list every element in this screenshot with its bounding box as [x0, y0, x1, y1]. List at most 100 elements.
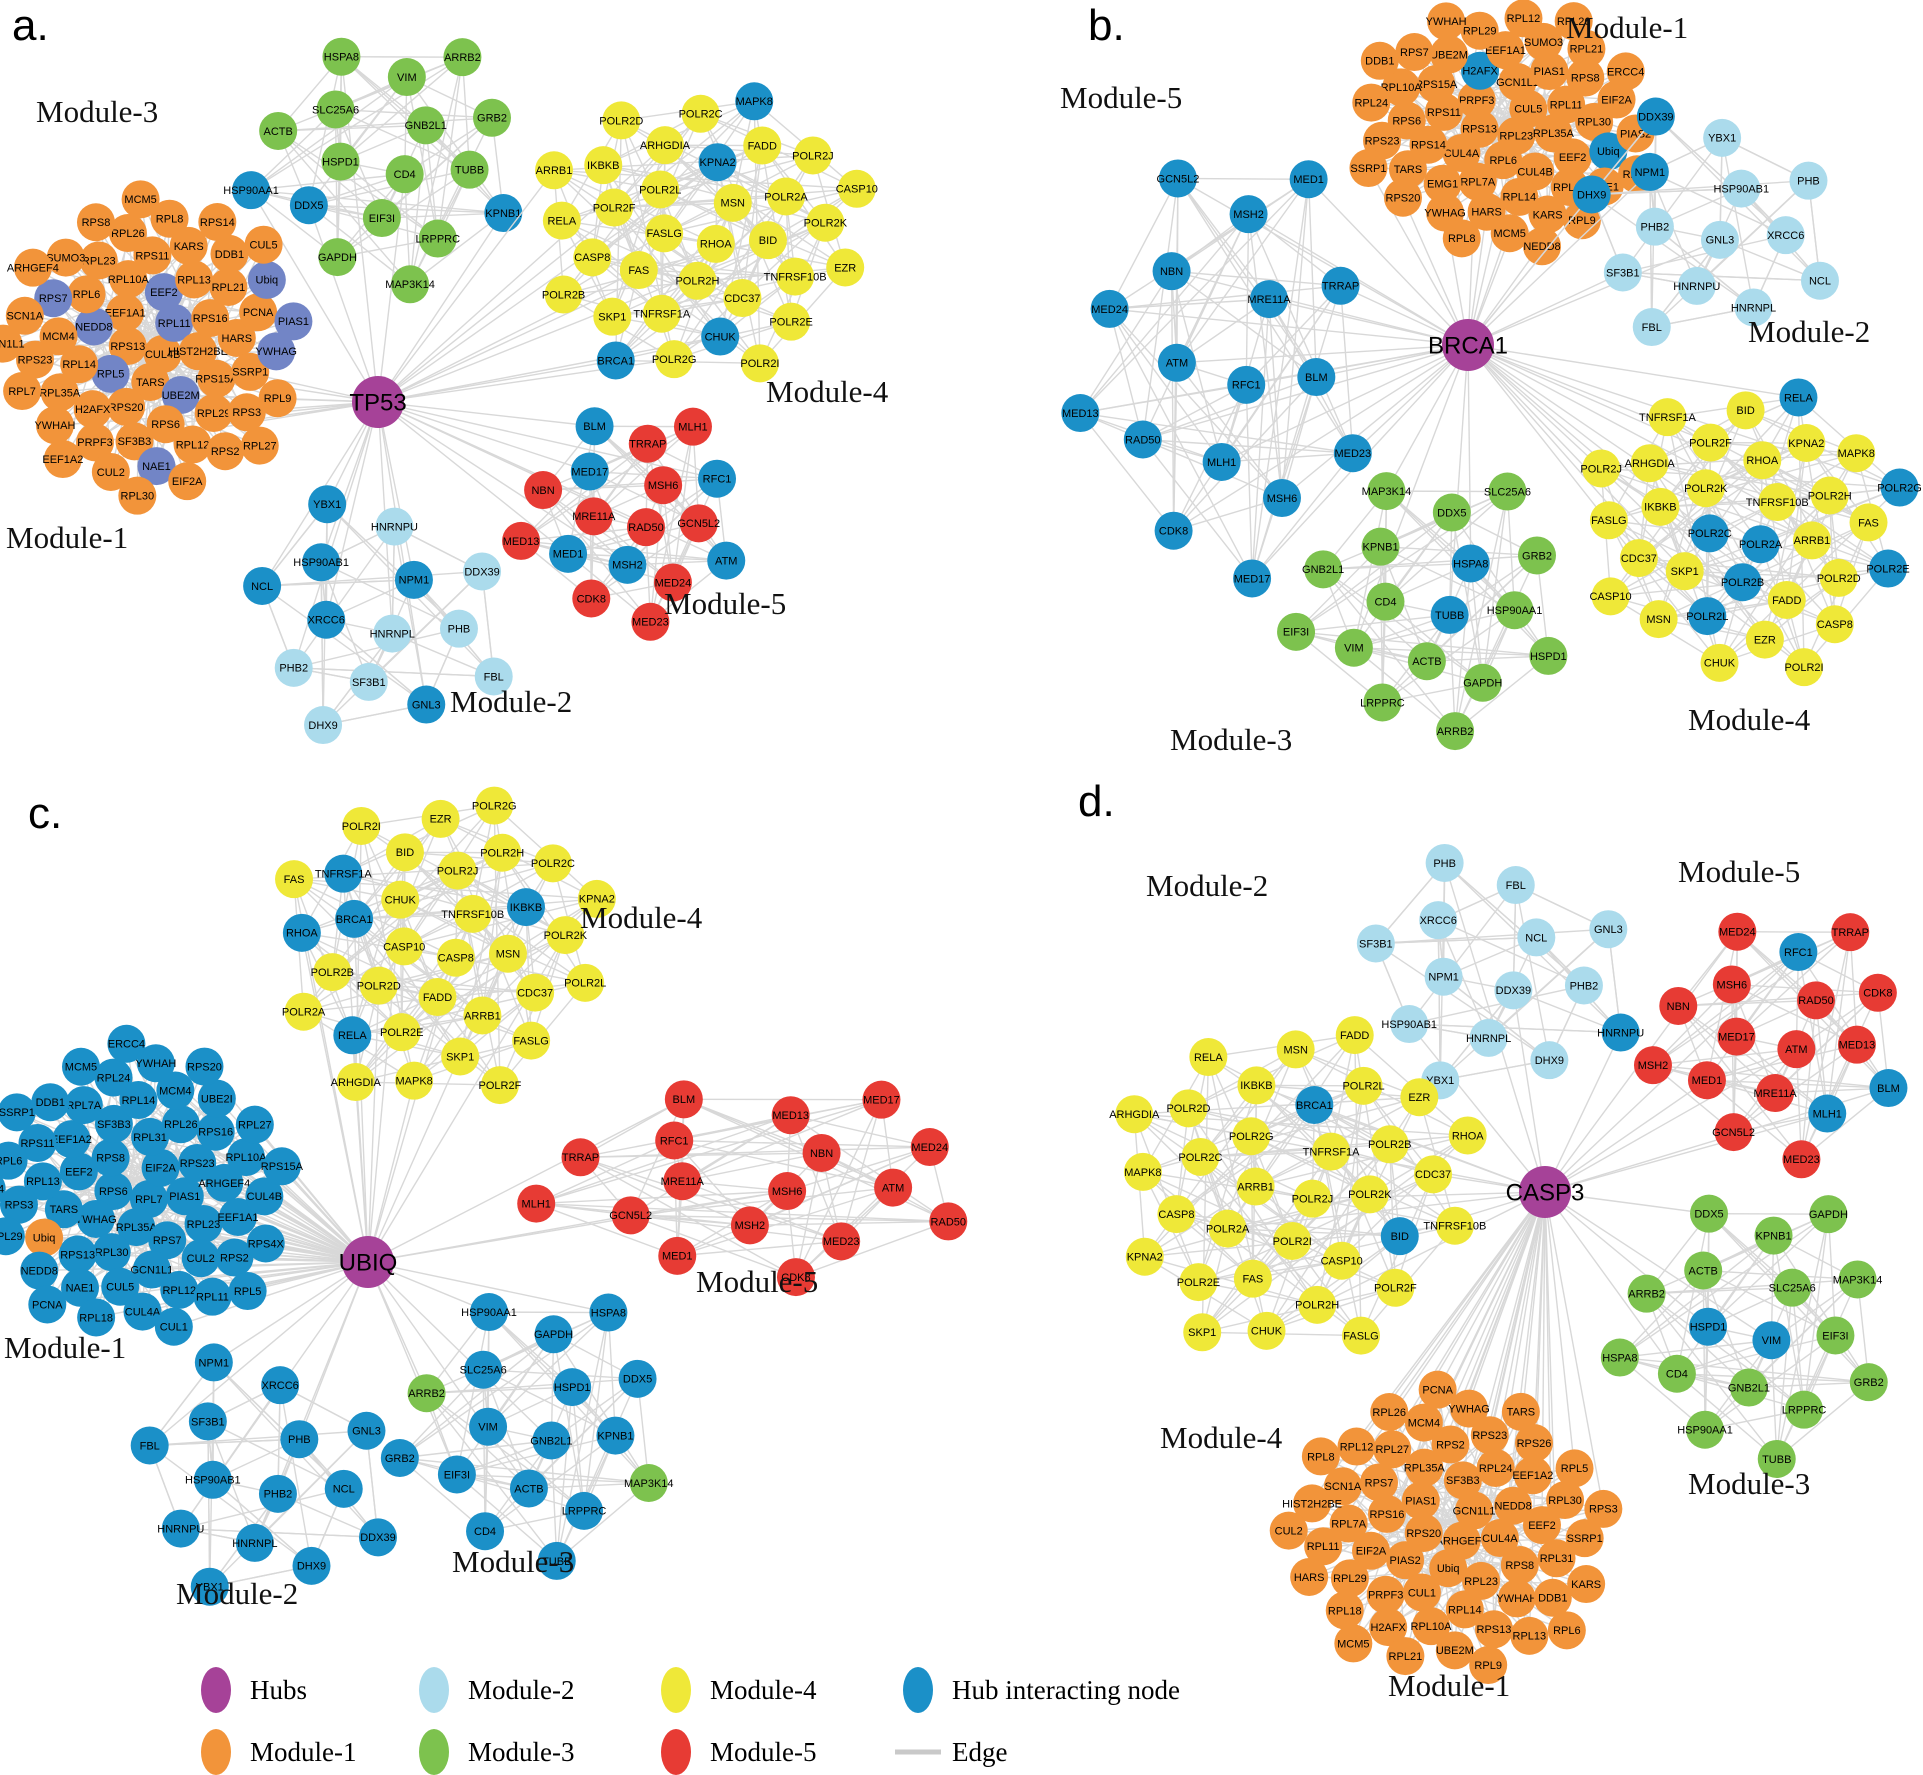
node-med24: [1090, 289, 1129, 328]
edge: [1079, 412, 1175, 532]
node-rpl26: [108, 214, 147, 253]
edge: [583, 1312, 610, 1511]
node-trrap: [1831, 913, 1870, 952]
hub-spoke-edges: [250, 56, 504, 403]
node-mapk8: [735, 82, 774, 121]
edge: [1451, 512, 1549, 657]
hub-spoke-edges: [1080, 177, 1469, 579]
node-skp1: [1183, 1313, 1222, 1352]
panel-a: CD4HSPD1GNB2L1EIF3ISLC25A6TUBBDDX5VIMLRP…: [0, 1, 889, 745]
edge: [520, 443, 649, 542]
node-mre11a: [663, 1162, 702, 1201]
edge: [563, 293, 721, 338]
edge: [1660, 501, 1778, 508]
edge: [377, 243, 717, 403]
node-med1: [658, 1236, 697, 1275]
edge: [1362, 1085, 1456, 1227]
node-arrb2: [443, 38, 482, 77]
node-rpl13: [175, 260, 214, 299]
edge: [1221, 452, 1353, 463]
node-ywhah: [136, 1044, 175, 1083]
panel-c-hub: UBIQ: [339, 1236, 397, 1288]
edge: [1142, 384, 1247, 441]
node-nae1: [60, 1268, 99, 1307]
node-rpl13: [1510, 1616, 1549, 1655]
node-cul5: [101, 1267, 140, 1306]
edge: [1467, 271, 1624, 346]
node-rpl11: [193, 1277, 232, 1316]
node-phb2: [274, 648, 313, 687]
edge: [1142, 439, 1253, 579]
node-ube2m: [1430, 35, 1469, 74]
edge: [536, 1190, 788, 1205]
edge: [556, 1312, 610, 1562]
edge: [790, 1114, 930, 1148]
edge: [250, 189, 438, 240]
edge: [250, 108, 337, 191]
edge: [580, 1156, 751, 1226]
node-grb2: [1518, 536, 1557, 575]
node-hspa8: [1451, 544, 1490, 583]
edge: [1079, 178, 1310, 414]
edge: [1646, 1293, 1778, 1460]
node-rpl8: [1301, 1437, 1340, 1476]
node-pcna: [1418, 1370, 1457, 1409]
node-med17: [570, 452, 609, 491]
edge: [649, 478, 718, 623]
edge: [1513, 989, 1621, 1034]
edge: [149, 1444, 312, 1567]
edge: [377, 269, 640, 403]
edge: [795, 1146, 931, 1278]
edge: [1829, 495, 1836, 625]
node-rpl8: [150, 199, 189, 238]
node-eef1a2: [43, 440, 82, 479]
edge: [180, 1488, 344, 1530]
edge: [1776, 1287, 1793, 1460]
edge: [1652, 1048, 1797, 1066]
node-rpl31: [131, 1117, 170, 1156]
node-phb2: [1564, 966, 1603, 1005]
node-eif2a: [141, 1148, 180, 1187]
edge: [1619, 1213, 1829, 1359]
edge: [1248, 213, 1341, 287]
node-rpl10a: [109, 260, 148, 299]
node-rhoa: [696, 224, 735, 263]
edge: [630, 1214, 949, 1223]
node-msh2: [730, 1206, 769, 1245]
legend-swatch: [419, 1729, 449, 1775]
node-polr2b: [313, 953, 352, 992]
node-rps13: [1474, 1610, 1513, 1649]
node-rela: [1779, 378, 1818, 417]
node-hnrnpl: [373, 614, 412, 653]
node-ddx39: [1636, 97, 1675, 136]
edge: [749, 1146, 931, 1226]
edge: [377, 401, 595, 427]
node-ddx39: [1494, 971, 1533, 1010]
edge: [1677, 1005, 1802, 1160]
node-brca1: [335, 899, 374, 938]
edge: [501, 852, 586, 984]
panel-b-hub: BRCA1: [1428, 319, 1508, 371]
node-ikbkb: [1641, 487, 1680, 526]
edge: [1227, 1227, 1400, 1237]
node-blm: [1869, 1069, 1908, 1108]
node-ywhah: [1427, 2, 1466, 41]
node-polr2j: [1293, 1179, 1332, 1218]
edge: [1342, 1191, 1546, 1487]
node-vim: [1334, 628, 1373, 667]
node-rpl30: [118, 476, 157, 515]
node-rps7: [34, 279, 73, 318]
node-slc25a6: [1773, 1268, 1812, 1307]
edge: [1443, 976, 1550, 1061]
edge: [520, 540, 674, 584]
edge: [556, 1482, 650, 1562]
edge: [1295, 511, 1453, 633]
node-polr2e: [1869, 549, 1908, 588]
edge: [377, 212, 504, 403]
node-mlh1: [673, 407, 712, 446]
edge: [1353, 609, 1515, 649]
panel-a-module-5-caption: Module-5: [664, 586, 786, 621]
node-ubiq: [1429, 1549, 1468, 1588]
edge: [1676, 1373, 1869, 1383]
edge: [320, 401, 379, 563]
